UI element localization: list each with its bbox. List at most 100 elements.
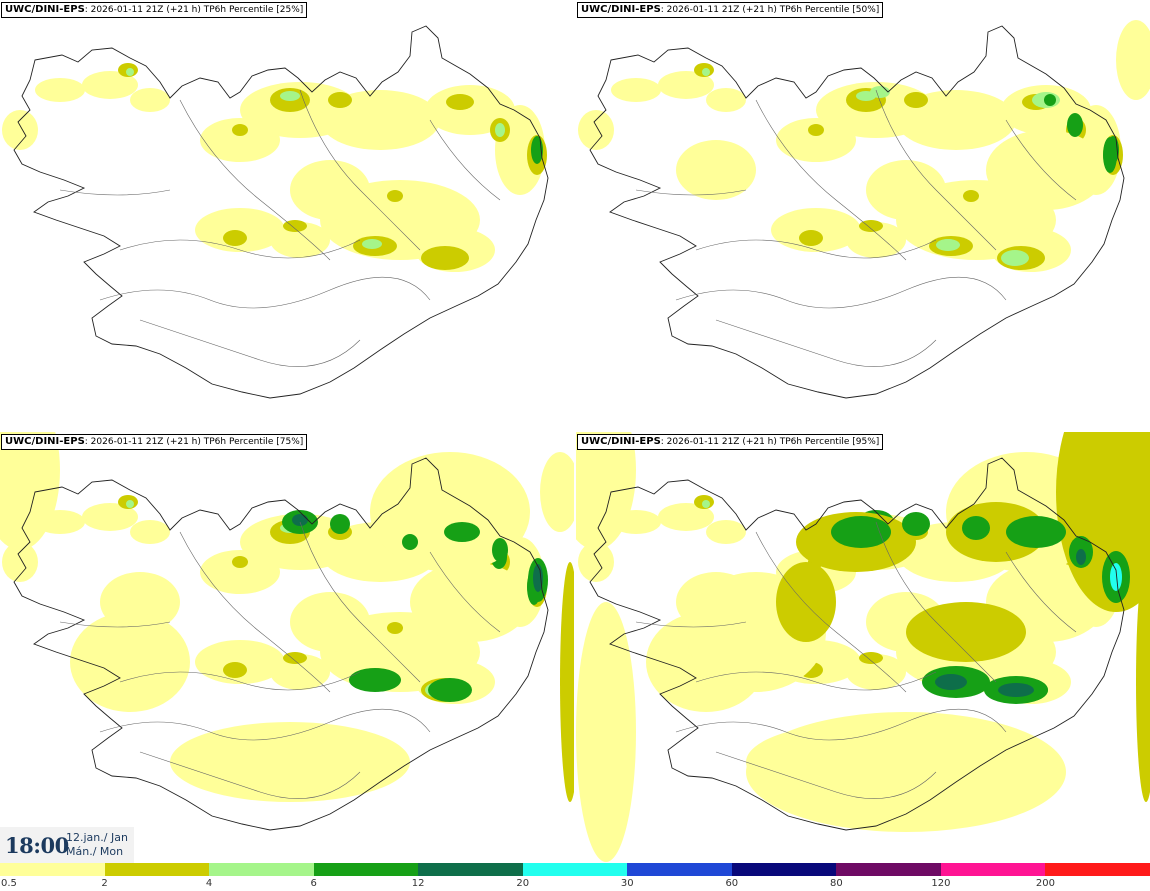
precip-map [2, 25, 549, 399]
map-panel-p75: UWC/DINI-EPS: 2026-01-11 21Z (+21 h) TP6… [0, 432, 574, 862]
precip-contour-green [1006, 516, 1066, 548]
precip-map [578, 20, 1150, 399]
road-line [139, 751, 361, 799]
road-line [59, 189, 171, 196]
precip-contour-yellow [130, 520, 170, 544]
legend-tick-label: 6 [310, 878, 317, 889]
precip-contour-green [1044, 94, 1056, 106]
precip-contour-olive [799, 230, 823, 246]
precip-contour-yellow [706, 88, 746, 112]
precip-contour-yellow [0, 432, 60, 550]
map-panel-p50: UWC/DINI-EPS: 2026-01-11 21Z (+21 h) TP6… [576, 0, 1150, 430]
precip-contour-yellow [170, 722, 410, 802]
road-line [635, 189, 747, 196]
precip-contour-yellow [290, 592, 370, 652]
road-line [875, 521, 997, 683]
coastline [589, 457, 1125, 831]
precip-contour-yellow [270, 222, 330, 258]
legend-tick-label: 4 [205, 878, 213, 889]
precip-contour-yellow [320, 90, 440, 150]
road-line [675, 276, 1007, 309]
precip-contour-yellow [70, 612, 190, 712]
precip-contour-yellow [771, 208, 861, 252]
precip-contour-yellow [2, 542, 38, 582]
legend-tick-label: 12 [411, 878, 425, 889]
precip-contour-darkgreen [1076, 549, 1086, 565]
precip-contour-olive [859, 652, 883, 664]
road-line [715, 751, 937, 799]
legend-swatch [940, 863, 1046, 876]
precip-contour-lightgreen [495, 123, 505, 137]
precip-contour-yellow [1116, 20, 1150, 100]
precip-contour-yellow [130, 88, 170, 112]
precip-contour-cyan [1110, 563, 1122, 591]
precip-contour-yellow [776, 118, 856, 162]
precip-contour-yellow [986, 130, 1106, 210]
precip-contour-yellow [82, 71, 138, 99]
date-label: 12.jan./ Jan [66, 831, 128, 844]
map-panel-p25: UWC/DINI-EPS: 2026-01-11 21Z (+21 h) TP6… [0, 0, 574, 430]
road-line [99, 276, 431, 309]
road-line [1005, 119, 1077, 201]
precip-contour-green [349, 668, 401, 692]
road-line [755, 99, 907, 261]
precip-map [0, 432, 574, 831]
precip-contour-yellow [746, 712, 1066, 832]
precip-contour-lightgreen [870, 86, 890, 98]
precip-contour-lightgreen [362, 239, 382, 249]
legend-swatch [731, 863, 837, 876]
precip-contour-yellow [200, 550, 280, 594]
precip-contour-darkgreen [292, 514, 308, 526]
precip-contour-yellow [540, 452, 574, 532]
precip-contour-olive [387, 622, 403, 634]
road-line [99, 708, 431, 741]
road-line [1005, 551, 1077, 633]
precip-contour-green [444, 522, 480, 542]
precip-contour-yellow [195, 640, 285, 684]
precip-contour-yellow [658, 503, 714, 531]
precip-contour-yellow [578, 542, 614, 582]
legend-color-bar [0, 863, 1150, 876]
legend-swatch [522, 863, 628, 876]
precip-contour-yellow [706, 520, 746, 544]
precip-contour-olive [283, 220, 307, 232]
legend-tick-label: 30 [620, 878, 634, 889]
precip-contour-yellow [846, 654, 906, 690]
precip-contour-olive [963, 190, 979, 202]
road-line [59, 621, 171, 628]
road-line [429, 119, 501, 201]
precip-contour-olive [232, 556, 248, 568]
precip-contour-olive [904, 92, 928, 108]
precip-contour-olive [283, 652, 307, 664]
precip-contour-olive [560, 562, 574, 802]
precip-contour-olive [1136, 562, 1150, 802]
valid-date: 12.jan./ Jan Mán./ Mon [66, 831, 128, 859]
precip-contour-yellow [866, 160, 946, 220]
precip-contour-green [531, 136, 543, 164]
precip-contour-green [831, 516, 891, 548]
weekday-label: Mán./ Mon [66, 845, 124, 858]
precip-contour-yellow [2, 110, 38, 150]
road-line [715, 319, 937, 367]
precip-contour-lightgreen [1001, 250, 1029, 266]
legend-swatch [313, 863, 419, 876]
precip-contour-olive [328, 92, 352, 108]
precip-contour-yellow [578, 110, 614, 150]
precip-contour-lightgreen [936, 239, 960, 251]
precip-contour-yellow [200, 118, 280, 162]
legend-tick-label: 60 [725, 878, 739, 889]
road-line [429, 551, 501, 633]
legend-tick-label: 200 [1035, 878, 1055, 889]
valid-time-box: 18:00 12.jan./ Jan Mán./ Mon [0, 827, 134, 863]
precip-contour-lightgreen [126, 500, 134, 508]
precip-contour-yellow [896, 90, 1016, 150]
legend-swatch [104, 863, 210, 876]
road-line [179, 99, 331, 261]
panel-title: UWC/DINI-EPS: 2026-01-11 21Z (+21 h) TP6… [1, 2, 308, 18]
valid-hour: 18:00 [5, 833, 69, 858]
precip-contour-darkgreen [998, 683, 1034, 697]
map-panel-p95: UWC/DINI-EPS: 2026-01-11 21Z (+21 h) TP6… [576, 432, 1150, 862]
legend-swatch [418, 863, 523, 876]
precip-contour-green [1103, 137, 1117, 173]
precip-contour-darkgreen [935, 674, 967, 690]
